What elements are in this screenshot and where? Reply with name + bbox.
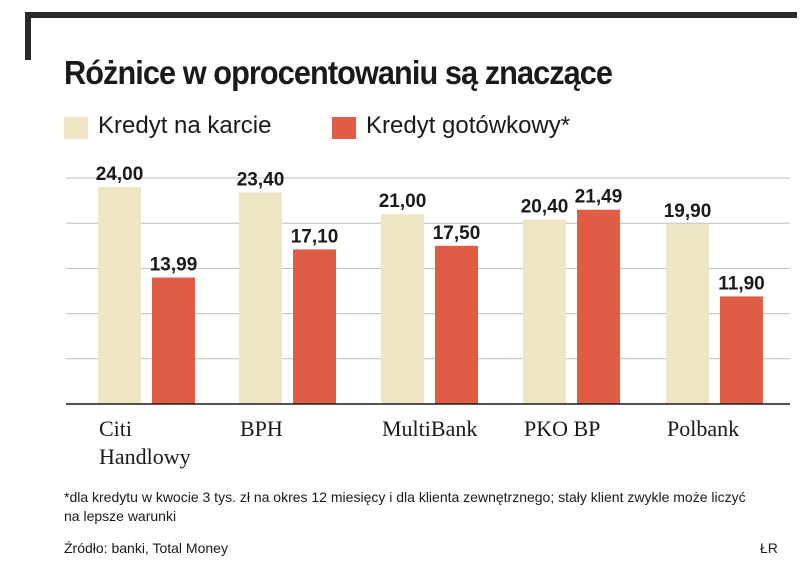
legend-label-cash: Kredyt gotówkowy*	[366, 112, 571, 139]
bar-card-3	[523, 219, 566, 404]
chart-title: Różnice w oprocentowaniu są znaczące	[64, 54, 613, 91]
legend-swatch-cash	[332, 117, 356, 139]
data-label-cash-2: 17,50	[433, 223, 481, 244]
data-label-card-0: 24,00	[96, 164, 144, 185]
bar-card-4	[666, 224, 709, 404]
bar-cash-1	[293, 249, 336, 404]
category-label-1: BPH	[240, 416, 283, 441]
data-label-cash-1: 17,10	[291, 226, 339, 247]
frame-top-border	[25, 12, 797, 18]
frame-left-border	[25, 12, 31, 60]
legend-swatch-card	[64, 117, 88, 139]
bar-cash-3	[577, 209, 620, 404]
footnote: *dla kredytu w kwocie 3 tys. zł na okres…	[64, 489, 746, 524]
data-label-cash-3: 21,49	[575, 187, 623, 208]
data-label-card-4: 19,90	[664, 201, 712, 222]
bar-card-0	[98, 187, 141, 404]
data-label-card-2: 21,00	[379, 191, 427, 212]
category-label-0: Citi	[99, 416, 132, 441]
data-label-card-3: 20,40	[521, 197, 569, 218]
bar-cash-2	[435, 245, 478, 404]
data-label-cash-4: 11,90	[718, 273, 765, 294]
bar-card-2	[381, 214, 424, 404]
author-initials: ŁR	[760, 540, 778, 556]
category-label-0: Handlowy	[99, 444, 191, 469]
source-note: Źródło: banki, Total Money	[64, 540, 228, 556]
category-label-2: MultiBank	[382, 416, 477, 441]
bar-cash-4	[720, 296, 763, 404]
category-label-4: Polbank	[667, 416, 739, 441]
data-label-card-1: 23,40	[237, 169, 285, 190]
category-label-3: PKO BP	[524, 416, 600, 441]
bar-cash-0	[152, 277, 195, 404]
legend-label-card: Kredyt na karcie	[98, 112, 272, 139]
bar-chart: 24,00 13,99 Citi Handlowy 23,40 17,10 BPH 21,00…	[66, 164, 790, 469]
data-label-cash-0: 13,99	[150, 255, 198, 276]
bar-card-1	[239, 192, 282, 404]
